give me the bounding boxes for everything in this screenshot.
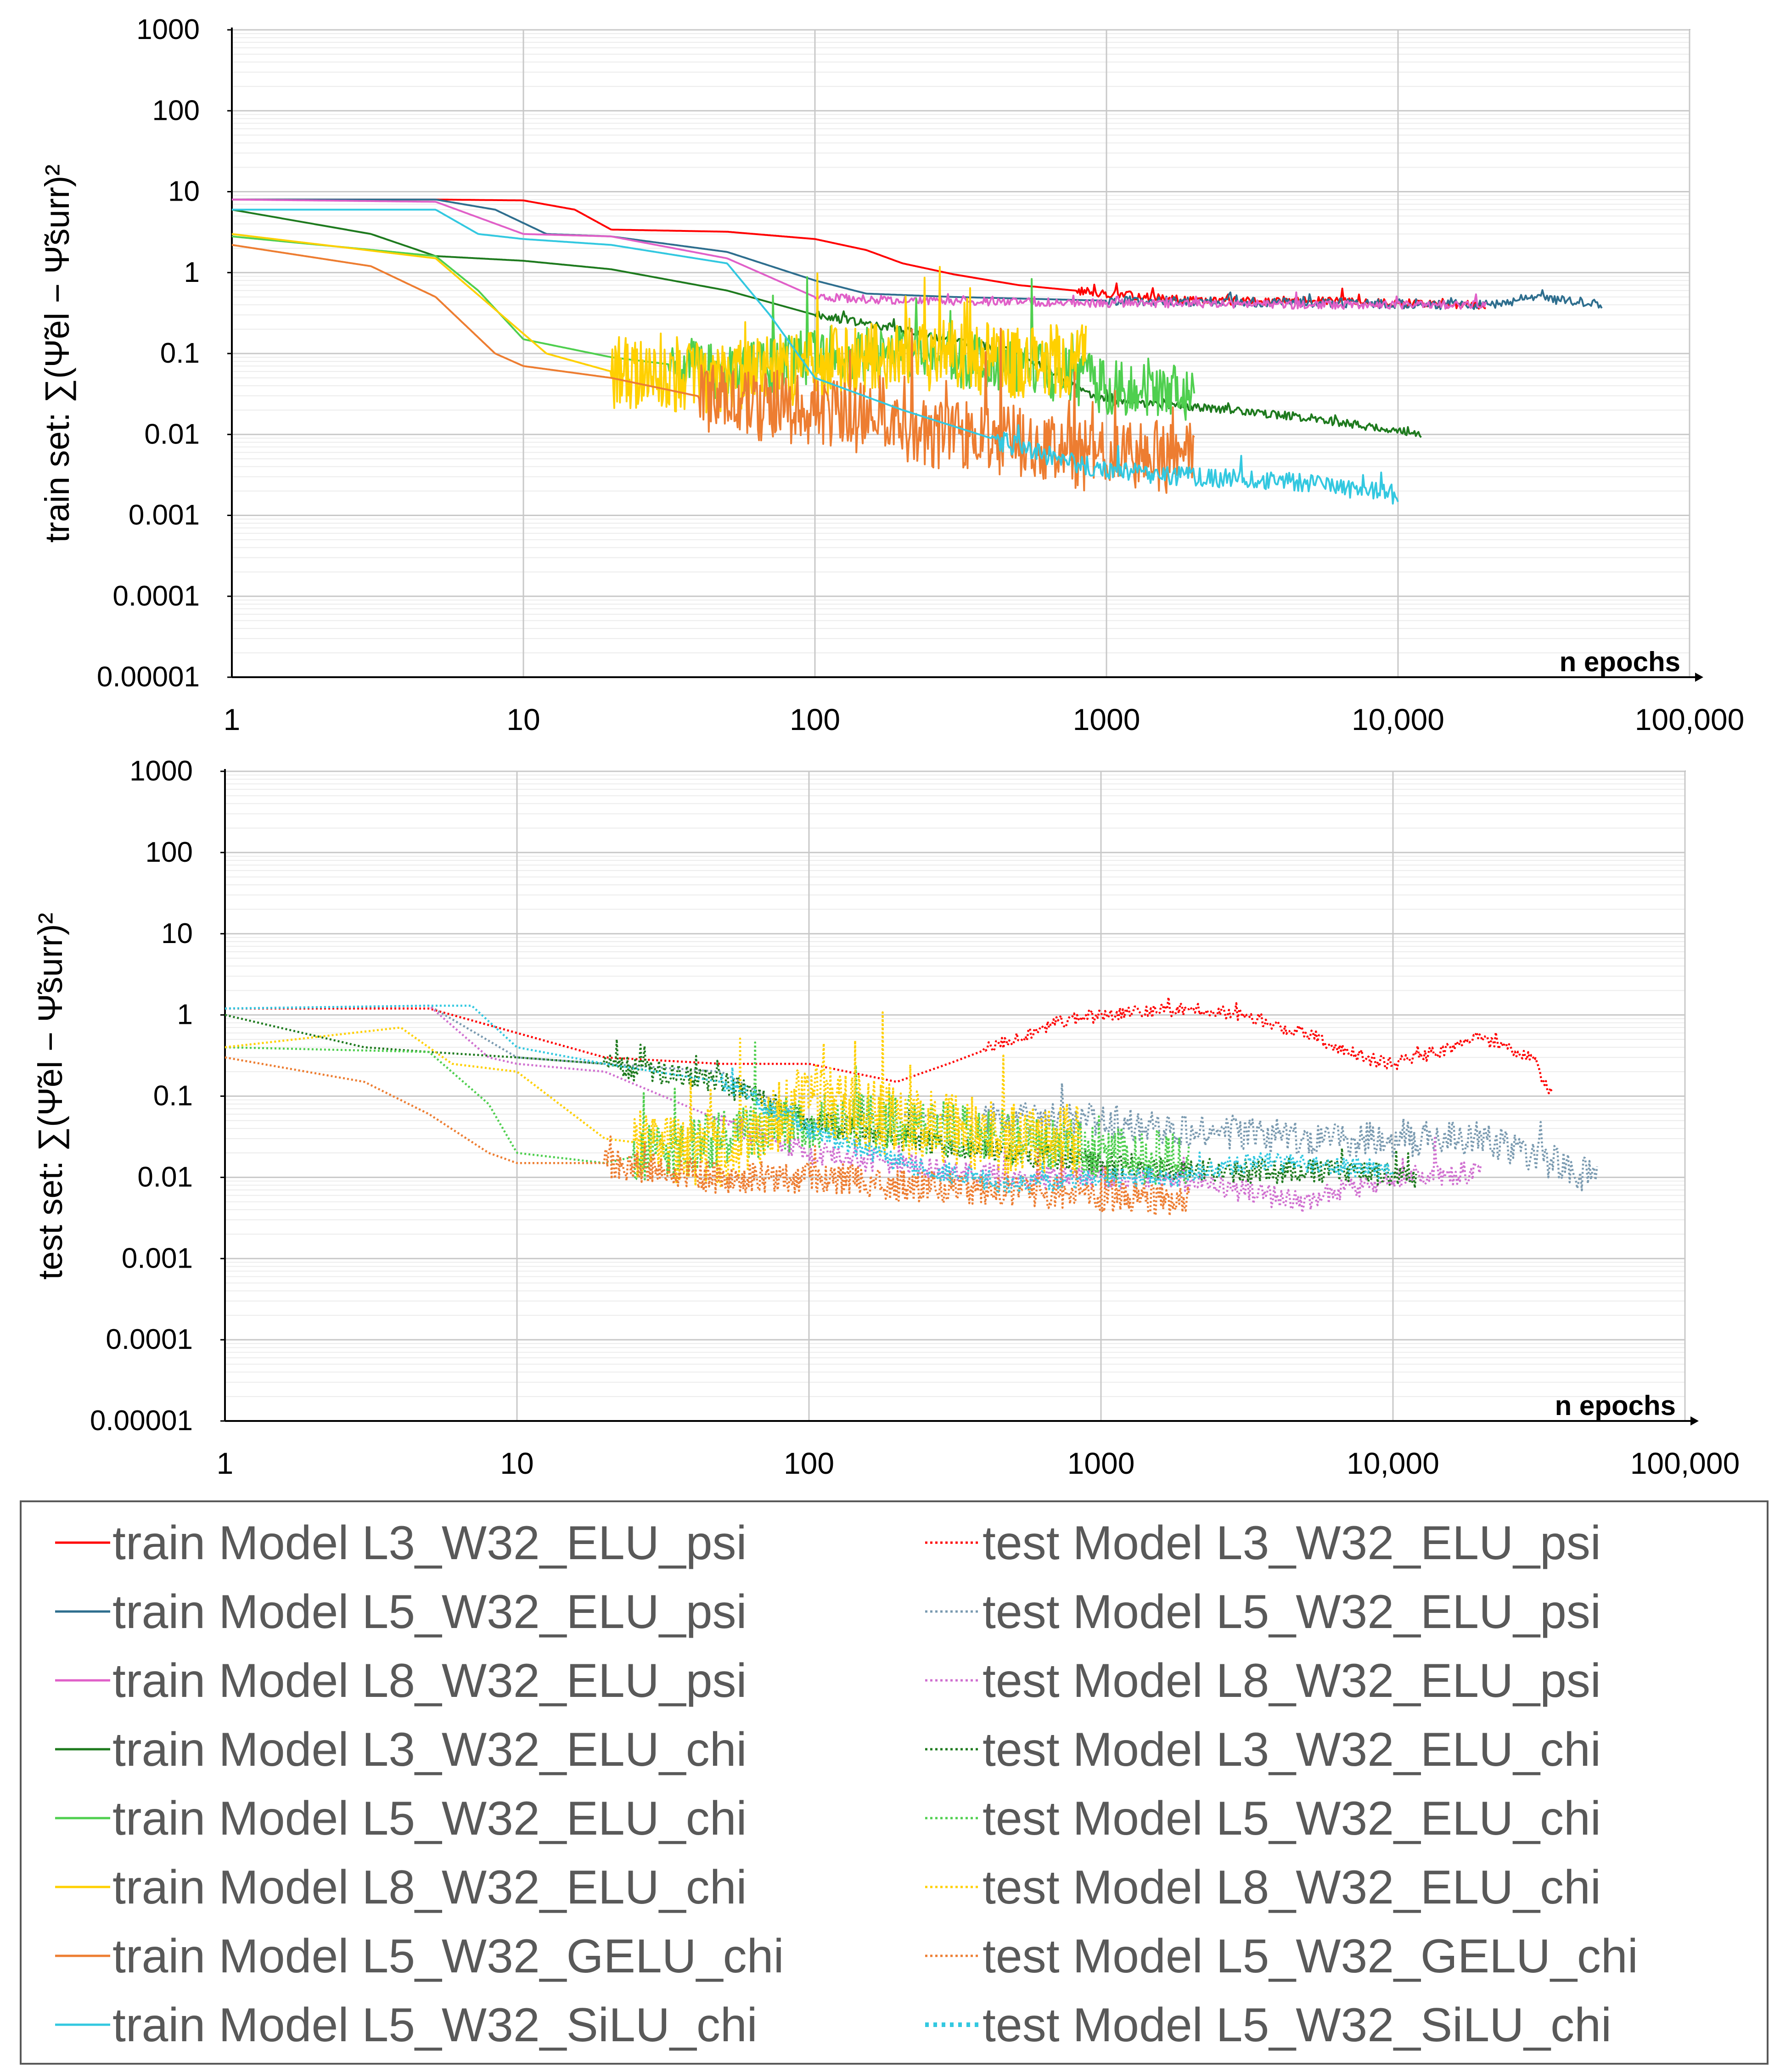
x-tick-label: 10,000: [1347, 1446, 1439, 1480]
y-tick-label: 0.001: [122, 1242, 193, 1274]
series-line: [225, 1005, 1482, 1214]
y-tick-label: 0.00001: [97, 661, 200, 693]
x-tick-label: 1: [217, 1446, 234, 1480]
legend-entry: train Model L5_W32_ELU_chi: [55, 1792, 747, 1845]
y-tick-label: 0.0001: [106, 1324, 193, 1355]
legend-entry: test Model L5_W32_ELU_psi: [925, 1585, 1601, 1639]
gridlines: [224, 770, 1686, 1422]
legend-label: train Model L5_W32_ELU_psi: [112, 1585, 747, 1639]
y-tick-label: 0.1: [153, 1080, 193, 1112]
y-tick-label: 0.00001: [90, 1405, 193, 1437]
legend-entry: train Model L3_W32_ELU_chi: [55, 1723, 747, 1776]
legend-label: train Model L5_W32_SiLU_chi: [112, 1999, 758, 2052]
series-line: [232, 244, 1195, 494]
legend-label: test Model L5_W32_SiLU_chi: [983, 1999, 1612, 2052]
legend-entry: train Model L5_W32_GELU_chi: [55, 1930, 784, 1983]
series-line: [232, 208, 1399, 505]
legend-entry: test Model L3_W32_ELU_chi: [925, 1723, 1601, 1776]
x-axis-title: n epochs: [1560, 646, 1680, 677]
x-tick-label: 10: [500, 1446, 533, 1480]
x-tick-label: 1: [224, 702, 241, 736]
y-tick-label: 10: [161, 918, 193, 949]
legend-entry: test Model L5_W32_ELU_chi: [925, 1792, 1601, 1845]
legend-label: test Model L8_W32_ELU_chi: [983, 1861, 1601, 1914]
x-tick-label: 100: [790, 702, 840, 736]
series-line: [225, 1056, 1190, 1217]
x-tick-label: 100,000: [1635, 702, 1745, 736]
y-tick-label: 0.001: [129, 500, 200, 531]
series-line: [232, 208, 1422, 438]
legend-entry: test Model L8_W32_ELU_chi: [925, 1861, 1601, 1914]
x-tick-label: 100,000: [1630, 1446, 1740, 1480]
y-tick-label: 100: [152, 95, 200, 126]
legend-label: train Model L5_W32_GELU_chi: [112, 1930, 784, 1983]
legend-label: train Model L3_W32_ELU_psi: [112, 1516, 747, 1570]
x-axis-arrow: [1695, 673, 1703, 682]
legend-entry: test Model L5_W32_SiLU_chi: [925, 1999, 1612, 2052]
legend-entry: train Model L5_W32_SiLU_chi: [55, 1999, 758, 2052]
x-tick-label: 1000: [1067, 1446, 1135, 1480]
x-tick-label: 100: [784, 1446, 834, 1480]
legend-label: train Model L8_W32_ELU_chi: [112, 1861, 747, 1914]
y-axis-title: test set: ∑(Ψ̃el − Ψ̃surr)²: [31, 913, 69, 1280]
x-tick-label: 10,000: [1352, 702, 1444, 736]
legend-entry: test Model L5_W32_GELU_chi: [925, 1930, 1638, 1983]
y-axis-title: train set: ∑(Ψ̃el − Ψ̃surr)²: [38, 164, 76, 543]
legend-label: test Model L5_W32_GELU_chi: [983, 1930, 1638, 1983]
legend-entry: test Model L8_W32_ELU_psi: [925, 1654, 1601, 1707]
legend-entry: test Model L3_W32_ELU_psi: [925, 1516, 1601, 1570]
legend-label: train Model L3_W32_ELU_chi: [112, 1723, 747, 1776]
legend-entry: train Model L3_W32_ELU_psi: [55, 1516, 747, 1570]
legend-entry: train Model L5_W32_ELU_psi: [55, 1585, 747, 1639]
x-axis-arrow: [1690, 1416, 1699, 1426]
y-tick-label: 0.1: [160, 337, 200, 369]
series-line: [225, 1005, 1598, 1191]
legend-label: test Model L3_W32_ELU_chi: [983, 1723, 1601, 1776]
legend-label: test Model L5_W32_ELU_chi: [983, 1792, 1601, 1845]
y-tick-label: 1: [177, 999, 193, 1031]
legend-label: train Model L5_W32_ELU_chi: [112, 1792, 747, 1845]
series-line: [225, 1041, 1190, 1185]
x-axis-title: n epochs: [1555, 1390, 1676, 1421]
legend-label: test Model L5_W32_ELU_psi: [983, 1585, 1601, 1639]
y-tick-label: 100: [146, 837, 193, 868]
x-tick-label: 1000: [1073, 702, 1140, 736]
series-line: [232, 198, 1487, 310]
series-line: [232, 233, 1087, 414]
chart-train: 0.00001 0.0001 0.001 0.01 0.1 1 10 100 1000 1 10 10…: [38, 14, 1744, 736]
chart-test: 0.00001 0.0001 0.001 0.01 0.1 1 10 100 1000 1 10 10…: [31, 755, 1740, 1480]
legend-label: test Model L8_W32_ELU_psi: [983, 1654, 1601, 1707]
legend-label: test Model L3_W32_ELU_psi: [983, 1516, 1601, 1570]
y-tick-label: 10: [168, 176, 200, 208]
y-tick-label: 1000: [136, 14, 200, 45]
y-tick-label: 0.0001: [112, 580, 200, 612]
series-group: [225, 996, 1598, 1217]
y-tick-label: 0.01: [144, 418, 200, 450]
y-tick-label: 1: [184, 257, 200, 288]
series-line: [225, 1005, 1394, 1195]
y-tick-label: 1000: [129, 755, 193, 787]
legend-entry: train Model L8_W32_ELU_chi: [55, 1861, 747, 1914]
legend-label: train Model L8_W32_ELU_psi: [112, 1654, 747, 1707]
series-group: [232, 198, 1603, 505]
series-line: [232, 198, 1603, 310]
legend-box: [20, 1500, 1769, 2065]
y-tick-label: 0.01: [137, 1161, 193, 1193]
legend-entry: train Model L8_W32_ELU_psi: [55, 1654, 747, 1707]
x-tick-label: 10: [506, 702, 540, 736]
